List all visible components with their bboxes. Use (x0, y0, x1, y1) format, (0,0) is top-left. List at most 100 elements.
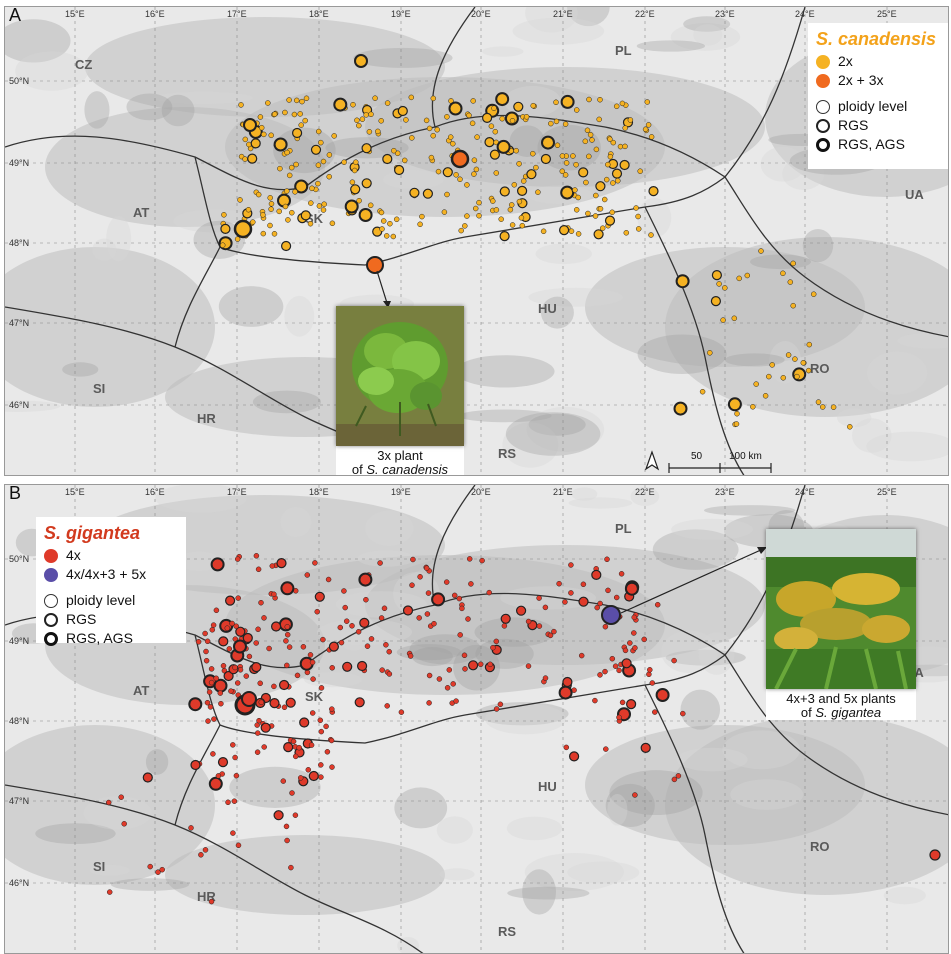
sample-point (342, 604, 348, 611)
sample-point (155, 869, 161, 875)
sample-point (260, 722, 271, 733)
sample-point (459, 605, 465, 612)
sample-point (609, 655, 616, 662)
sample-point (450, 681, 456, 687)
photo-caption: 4x+3 and 5x plants of S. gigantea (786, 691, 896, 720)
sample-point (493, 706, 500, 712)
sample-point (387, 220, 393, 227)
sample-point (383, 642, 389, 648)
terrain-relief (698, 632, 735, 675)
terrain-relief (802, 228, 834, 263)
country-label: UA (905, 187, 924, 202)
sample-point (255, 566, 262, 573)
terrain-relief (218, 286, 284, 327)
sample-point (258, 124, 265, 131)
sample-point (578, 596, 589, 607)
sample-point (204, 699, 211, 706)
sample-point (328, 737, 335, 744)
sample-point (800, 360, 807, 366)
sample-point (356, 122, 362, 129)
sample-point (417, 221, 423, 228)
sample-point (209, 627, 216, 633)
sample-point (559, 153, 566, 159)
sample-point (223, 670, 234, 682)
sample-point (205, 718, 211, 724)
sample-point (246, 653, 253, 660)
sample-point (648, 134, 655, 140)
sample-point (593, 192, 599, 199)
sample-point (251, 662, 262, 673)
sample-point (243, 118, 257, 132)
sample-point (292, 753, 299, 760)
sample-point (213, 607, 220, 614)
sample-point (294, 179, 309, 194)
sample-point (292, 127, 303, 139)
sample-point (381, 605, 388, 612)
sample-point (250, 138, 261, 149)
sample-point (477, 661, 484, 668)
sample-point (416, 615, 422, 621)
sample-point (368, 636, 375, 642)
map-panel-b: 15°E 16°E 17°E 18°E 19°E 20°E 21°E 22°E 23°E 24°E… (4, 484, 949, 954)
terrain-relief (284, 295, 315, 337)
terrain-relief (535, 243, 592, 265)
sample-point (649, 680, 656, 686)
sample-point (605, 161, 611, 168)
country-label: HU (538, 301, 557, 316)
sample-point (562, 172, 569, 178)
sample-point (450, 149, 470, 169)
sample-point (464, 213, 470, 219)
country-label: RS (498, 446, 516, 461)
sample-point (584, 127, 591, 134)
sample-point (518, 215, 525, 221)
terrain-relief (280, 506, 312, 538)
sample-point (188, 825, 194, 831)
sample-point (331, 133, 337, 139)
sample-point (507, 206, 514, 213)
sample-point (323, 723, 329, 730)
legend-label: 4x/4x+3 + 5x (66, 566, 147, 582)
sample-point (619, 699, 626, 706)
sample-point (233, 639, 247, 654)
sample-point (245, 206, 252, 213)
sample-point (208, 679, 215, 686)
country-border (431, 7, 476, 128)
sample-point (680, 710, 686, 717)
sample-point (285, 697, 296, 708)
sample-point (554, 142, 561, 149)
legend-item-2x: 2x (816, 52, 938, 71)
country-label: CZ (75, 57, 92, 72)
terrain-relief (630, 486, 660, 506)
terrain-relief (458, 409, 552, 423)
sample-point (377, 560, 383, 566)
sample-point (469, 120, 476, 127)
sample-point (276, 557, 287, 569)
terrain-relief (609, 770, 703, 816)
sample-point (350, 101, 356, 108)
country-border (644, 684, 745, 953)
sample-point (282, 203, 289, 210)
sample-point (490, 198, 496, 204)
sample-point (219, 242, 226, 248)
sample-point (343, 618, 350, 624)
terrain-relief (357, 550, 415, 567)
sample-point (292, 812, 299, 818)
sample-point (202, 847, 209, 853)
longitude-label: 24°E (795, 487, 815, 497)
sample-point (444, 114, 450, 120)
legend-label: RGS (838, 117, 869, 133)
terrain-relief (507, 886, 590, 900)
longitude-label: 22°E (635, 487, 655, 497)
sample-point (744, 272, 751, 279)
sample-point (269, 698, 280, 709)
legend-title: S. canadensis (816, 29, 937, 49)
sample-point (309, 659, 316, 666)
sample-point (384, 703, 390, 709)
latitude-label: 49°N (9, 636, 29, 646)
terrain-relief (537, 124, 601, 171)
sample-point (541, 135, 555, 150)
sample-point (397, 105, 408, 117)
sample-point (536, 595, 542, 601)
legend-canadensis: S. canadensis 2x 2x + 3x ploidy level RG… (808, 23, 948, 169)
sample-point (281, 240, 292, 252)
